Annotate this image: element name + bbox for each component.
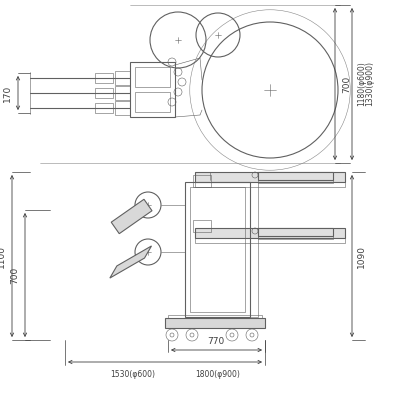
Bar	[258, 180, 333, 183]
Text: 1330(φ900): 1330(φ900)	[365, 62, 374, 107]
Bar	[135, 67, 170, 87]
Text: 1800(φ900): 1800(φ900)	[196, 370, 240, 379]
Bar	[135, 92, 170, 112]
Bar	[258, 172, 333, 180]
Bar	[193, 220, 211, 232]
Text: 1530(φ600): 1530(φ600)	[110, 370, 156, 379]
Bar	[193, 175, 211, 187]
Bar	[190, 187, 245, 312]
Bar	[258, 228, 333, 236]
Bar	[195, 172, 345, 182]
Bar	[195, 182, 345, 187]
Polygon shape	[110, 246, 152, 278]
Text: 700: 700	[342, 75, 351, 92]
Bar	[95, 73, 113, 83]
Bar	[195, 238, 345, 243]
Text: 770: 770	[208, 337, 225, 346]
Bar	[168, 315, 262, 318]
Bar	[115, 86, 130, 100]
Bar	[250, 182, 258, 317]
Bar	[95, 103, 113, 113]
Text: 1090: 1090	[357, 245, 366, 267]
Text: 700: 700	[10, 266, 19, 284]
Text: 170: 170	[3, 85, 12, 102]
Text: 1180(φ600): 1180(φ600)	[357, 62, 366, 106]
Bar	[165, 318, 265, 328]
Bar	[130, 62, 175, 117]
Polygon shape	[111, 199, 152, 234]
Bar	[185, 182, 250, 317]
Bar	[115, 101, 130, 115]
Bar	[258, 236, 333, 239]
Bar	[95, 88, 113, 98]
Text: 1100: 1100	[0, 245, 6, 267]
Bar	[115, 71, 130, 85]
Bar	[195, 228, 345, 238]
